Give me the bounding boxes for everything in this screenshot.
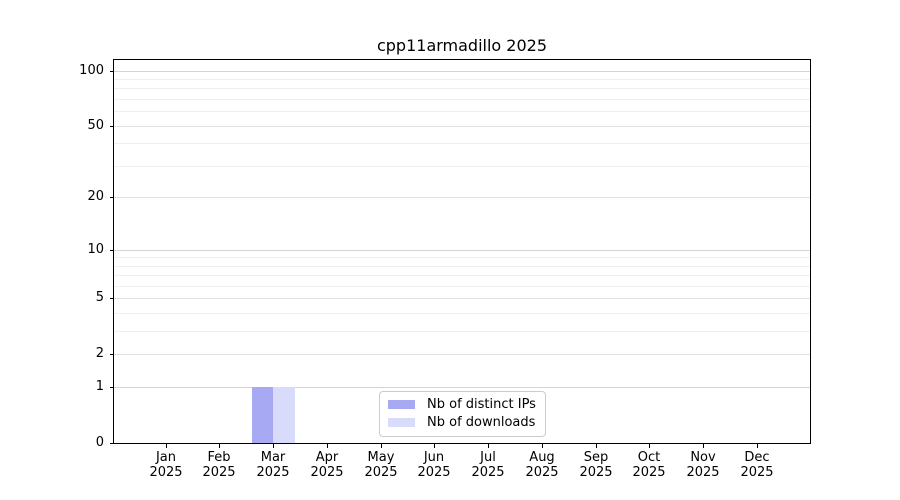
x-tick-mark-jun <box>434 444 435 448</box>
chart-title: cpp11armadillo 2025 <box>376 36 548 55</box>
y-tick-mark-20 <box>110 197 114 198</box>
y-tick-label-1: 1 <box>95 379 104 394</box>
x-tick-year: 2025 <box>632 465 666 480</box>
gridline-y-90 <box>114 79 810 80</box>
x-tick-label-oct: Oct 2025 <box>619 450 679 480</box>
gridline-y-50 <box>114 126 810 127</box>
y-tick-mark-10 <box>110 250 114 251</box>
x-tick-year: 2025 <box>202 465 236 480</box>
x-tick-mark-may <box>381 444 382 448</box>
x-tick-year: 2025 <box>579 465 613 480</box>
legend: Nb of distinct IPs Nb of downloads <box>379 391 546 437</box>
x-tick-mark-sep <box>596 444 597 448</box>
x-tick-mark-jan <box>166 444 167 448</box>
gridline-y-2 <box>114 354 810 355</box>
x-tick-month: Nov <box>690 450 716 465</box>
x-tick-month: Jun <box>423 450 445 465</box>
legend-row-distinct-ips: Nb of distinct IPs <box>388 397 536 412</box>
x-tick-year: 2025 <box>310 465 344 480</box>
x-tick-month: Dec <box>744 450 770 465</box>
x-tick-label-dec: Dec 2025 <box>727 450 787 480</box>
gridline-y-60 <box>114 111 810 112</box>
legend-swatch-distinct-ips-icon <box>388 400 415 409</box>
x-tick-year: 2025 <box>471 465 505 480</box>
x-tick-month: Mar <box>260 450 286 465</box>
x-tick-mark-aug <box>542 444 543 448</box>
gridline-y-100 <box>114 71 810 72</box>
gridline-y-4 <box>114 313 810 314</box>
y-tick-mark-2 <box>110 354 114 355</box>
gridline-y-40 <box>114 143 810 144</box>
x-tick-label-jun: Jun 2025 <box>404 450 464 480</box>
x-tick-label-mar: Mar 2025 <box>243 450 303 480</box>
x-tick-mark-mar <box>273 444 274 448</box>
x-tick-mark-apr <box>327 444 328 448</box>
y-tick-label-100: 100 <box>79 63 104 78</box>
x-tick-year: 2025 <box>256 465 290 480</box>
y-tick-label-0: 0 <box>95 435 104 450</box>
legend-swatch-downloads-icon <box>388 418 415 427</box>
y-tick-label-20: 20 <box>87 189 104 204</box>
gridline-y-80 <box>114 88 810 89</box>
x-tick-year: 2025 <box>417 465 451 480</box>
x-tick-month: Oct <box>637 450 661 465</box>
x-tick-month: Feb <box>207 450 231 465</box>
x-tick-month: Apr <box>315 450 339 465</box>
gridline-y-1 <box>114 387 810 388</box>
gridline-y-7 <box>114 275 810 276</box>
y-tick-mark-50 <box>110 126 114 127</box>
x-tick-label-sep: Sep 2025 <box>566 450 626 480</box>
plot-area <box>113 59 811 444</box>
x-tick-mark-jul <box>488 444 489 448</box>
gridline-y-6 <box>114 286 810 287</box>
gridline-y-9 <box>114 257 810 258</box>
x-tick-label-feb: Feb 2025 <box>189 450 249 480</box>
x-tick-year: 2025 <box>364 465 398 480</box>
x-tick-year: 2025 <box>525 465 559 480</box>
gridline-y-8 <box>114 266 810 267</box>
x-tick-month: Sep <box>583 450 609 465</box>
x-tick-year: 2025 <box>740 465 774 480</box>
gridline-y-3 <box>114 331 810 332</box>
y-tick-mark-100 <box>110 71 114 72</box>
x-tick-mark-nov <box>703 444 704 448</box>
bar-distinct-ips-mar <box>251 387 274 443</box>
x-tick-label-aug: Aug 2025 <box>512 450 572 480</box>
x-tick-mark-dec <box>757 444 758 448</box>
x-tick-label-nov: Nov 2025 <box>673 450 733 480</box>
gridline-y-30 <box>114 166 810 167</box>
x-tick-month: Jan <box>155 450 177 465</box>
y-tick-label-10: 10 <box>87 242 104 257</box>
y-tick-label-50: 50 <box>87 118 104 133</box>
x-tick-label-apr: Apr 2025 <box>297 450 357 480</box>
y-tick-label-5: 5 <box>95 290 104 305</box>
x-tick-month: May <box>367 450 395 465</box>
y-tick-mark-0 <box>110 443 114 444</box>
x-tick-month: Jul <box>480 450 496 465</box>
x-tick-label-may: May 2025 <box>351 450 411 480</box>
gridline-y-20 <box>114 197 810 198</box>
x-tick-label-jan: Jan 2025 <box>136 450 196 480</box>
x-tick-year: 2025 <box>686 465 720 480</box>
gridline-y-70 <box>114 99 810 100</box>
x-tick-mark-feb <box>219 444 220 448</box>
y-tick-label-2: 2 <box>95 346 104 361</box>
legend-label-downloads: Nb of downloads <box>427 415 536 430</box>
legend-row-downloads: Nb of downloads <box>388 415 536 430</box>
gridline-y-10 <box>114 250 810 251</box>
x-tick-month: Aug <box>529 450 555 465</box>
x-tick-year: 2025 <box>149 465 183 480</box>
legend-label-distinct-ips: Nb of distinct IPs <box>427 397 536 412</box>
y-tick-mark-5 <box>110 298 114 299</box>
gridline-y-5 <box>114 298 810 299</box>
bar-downloads-mar <box>273 387 295 443</box>
x-tick-label-jul: Jul 2025 <box>458 450 518 480</box>
y-tick-mark-1 <box>110 387 114 388</box>
x-tick-mark-oct <box>649 444 650 448</box>
